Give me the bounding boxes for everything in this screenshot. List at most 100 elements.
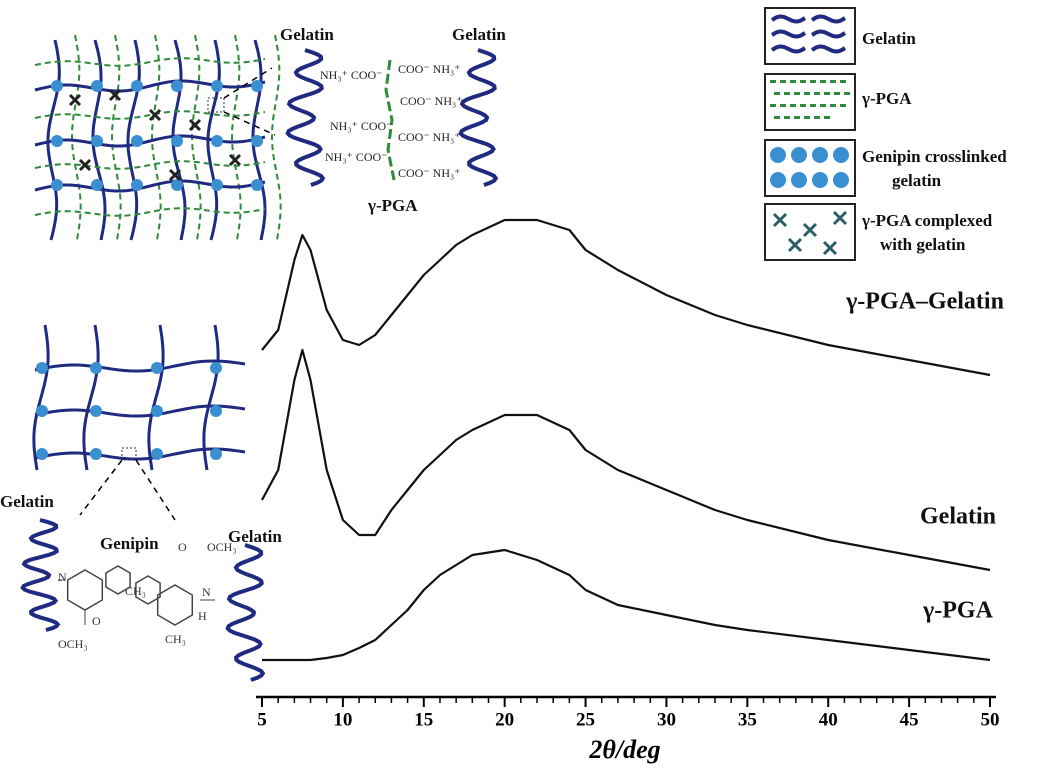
decoration xyxy=(780,104,786,107)
decoration xyxy=(151,405,163,417)
decoration xyxy=(151,362,163,374)
decoration xyxy=(770,104,776,107)
decoration xyxy=(210,448,222,460)
decoration xyxy=(210,362,222,374)
decoration xyxy=(772,212,788,228)
decoration xyxy=(774,92,780,95)
decoration xyxy=(812,172,828,188)
decoration xyxy=(764,73,856,131)
decoration xyxy=(131,179,143,191)
decoration xyxy=(66,569,104,611)
decoration xyxy=(36,448,48,460)
decoration xyxy=(223,67,276,136)
decoration xyxy=(90,362,102,374)
decoration xyxy=(34,57,266,67)
x-tick-label: 15 xyxy=(414,709,433,730)
decoration xyxy=(34,134,266,148)
decoration xyxy=(812,147,828,163)
decoration xyxy=(832,210,848,226)
decoration xyxy=(770,172,786,188)
ion-pair: COO⁻ NH₃⁺ xyxy=(398,130,461,144)
x-axis-label: 2θ/deg xyxy=(588,735,660,764)
decoration xyxy=(791,147,807,163)
decoration xyxy=(121,447,137,461)
decoration xyxy=(91,80,103,92)
decoration xyxy=(90,448,102,460)
decoration xyxy=(774,116,780,119)
decoration xyxy=(168,168,182,182)
decoration xyxy=(251,135,263,147)
decoration xyxy=(36,405,48,417)
decoration xyxy=(804,92,810,95)
decoration xyxy=(131,135,143,147)
decoration xyxy=(830,104,836,107)
ion-pair: NH₃⁺ COO⁻ xyxy=(330,119,393,133)
annotation: Gelatin xyxy=(228,527,282,546)
chem-label: N xyxy=(202,585,211,599)
x-tick-label: 20 xyxy=(495,709,514,730)
series-line xyxy=(261,218,991,377)
x-tick-label: 35 xyxy=(738,709,757,730)
decoration xyxy=(105,565,131,595)
series-line xyxy=(261,348,991,572)
decoration xyxy=(36,362,48,374)
series-label: Gelatin xyxy=(920,504,996,530)
decoration xyxy=(810,44,847,54)
decoration xyxy=(150,34,162,241)
decoration xyxy=(34,404,246,418)
decoration xyxy=(780,80,786,83)
decoration xyxy=(58,579,215,625)
decoration xyxy=(91,179,103,191)
ion-pair: COO⁻ NH₃⁺ xyxy=(398,62,461,76)
decoration xyxy=(770,14,807,24)
decoration xyxy=(148,108,162,122)
decoration xyxy=(171,135,183,147)
decoration xyxy=(285,48,326,187)
decoration xyxy=(784,92,790,95)
decoration xyxy=(810,104,816,107)
annotation: Genipin xyxy=(100,534,159,553)
chem-label: CH₃ xyxy=(165,632,186,646)
decoration xyxy=(384,59,396,181)
decoration xyxy=(770,147,786,163)
decoration xyxy=(458,48,499,187)
decoration xyxy=(844,92,850,95)
series-line xyxy=(262,548,991,662)
decoration xyxy=(147,324,165,471)
x-tick-label: 30 xyxy=(657,709,676,730)
legend-text: Gelatin xyxy=(862,29,916,48)
decoration xyxy=(833,147,849,163)
legend-text: γ-PGA xyxy=(861,89,912,108)
series-label: γ-PGA xyxy=(922,598,994,624)
decoration xyxy=(34,207,266,217)
decoration xyxy=(131,80,143,92)
decoration xyxy=(810,14,847,24)
chem-label: H xyxy=(198,609,207,623)
decoration xyxy=(251,179,263,191)
decoration xyxy=(202,324,220,471)
decoration xyxy=(784,116,790,119)
ion-pair: COO⁻ NH₃⁺ xyxy=(398,166,461,180)
decoration xyxy=(70,34,82,241)
decoration xyxy=(228,153,242,167)
x-tick-label: 45 xyxy=(900,709,919,730)
legend-text: γ-PGA complexed xyxy=(861,211,993,230)
decoration xyxy=(34,79,266,93)
decoration xyxy=(800,80,806,83)
decoration xyxy=(51,135,63,147)
ion-pair: COO⁻ NH₃⁺ xyxy=(400,94,463,108)
decoration xyxy=(820,80,826,83)
decoration xyxy=(834,92,840,95)
chem-label: CH₃ xyxy=(125,584,146,598)
annotation: Gelatin xyxy=(280,25,334,44)
decoration xyxy=(188,118,202,132)
decoration xyxy=(810,29,847,39)
decoration xyxy=(770,80,776,83)
decoration xyxy=(814,116,820,119)
decoration xyxy=(108,88,122,102)
decoration xyxy=(211,179,223,191)
decoration xyxy=(822,240,838,256)
decoration xyxy=(34,110,266,120)
decoration xyxy=(824,116,830,119)
